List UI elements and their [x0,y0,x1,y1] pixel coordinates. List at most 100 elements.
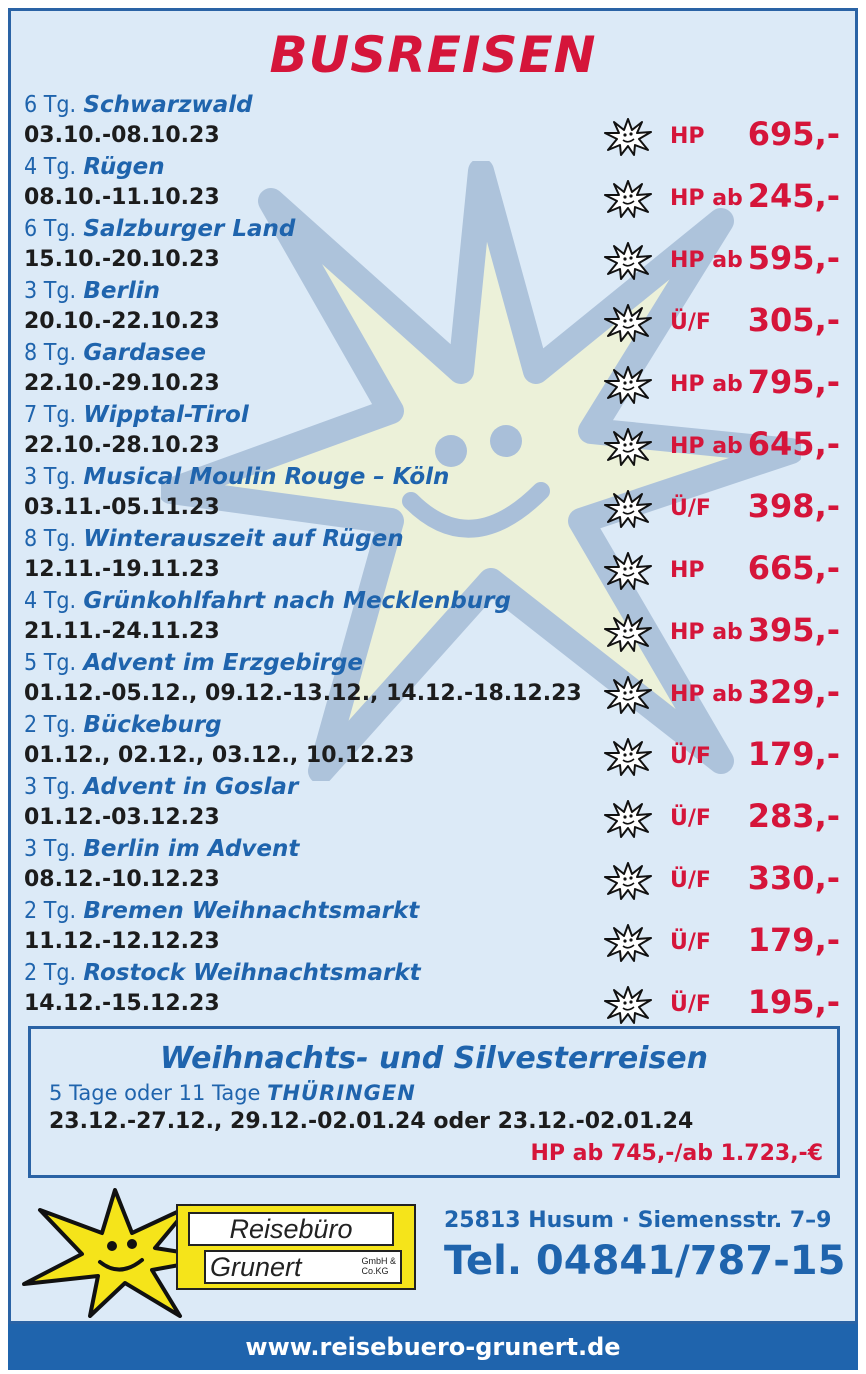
logo-legal-line1: GmbH & [361,1256,396,1266]
star-icon [604,180,652,218]
company-phone: Tel. 04841/787-15 [444,1238,846,1284]
star-icon [604,366,652,404]
trip-duration: 3 Tg. [24,774,77,800]
logo-legal-form: GmbH & Co.KG [361,1256,396,1276]
trip-row: 8 Tg. Gardasee 22.10.-29.10.23 HP ab 795,- [24,338,844,404]
trip-duration: 8 Tg. [24,340,77,366]
trip-row: 8 Tg. Winterauszeit auf Rügen 12.11.-19.1… [24,524,844,590]
trip-heading: 6 Tg. Schwarzwald [24,90,253,120]
trip-heading: 8 Tg. Gardasee [24,338,206,368]
trip-duration: 8 Tg. [24,526,77,552]
trip-duration: 3 Tg. [24,836,77,862]
trip-dates: 01.12.-05.12., 09.12.-13.12., 14.12.-18.… [24,681,582,706]
trip-heading: 2 Tg. Bückeburg [24,710,222,740]
star-icon [604,738,652,776]
trip-board-type: Ü/F [670,806,711,831]
star-icon [604,676,652,714]
trip-price: 795,- [747,363,840,401]
trip-dates: 21.11.-24.11.23 [24,619,220,644]
trip-price: 695,- [747,115,840,153]
trip-board-type: HP ab [670,248,743,273]
trip-board-type: Ü/F [670,310,711,335]
page-title: BUSREISEN [269,26,597,84]
website-link[interactable]: www.reisebuero-grunert.de [245,1333,621,1361]
trip-row: 3 Tg. Berlin im Advent 08.12.-10.12.23 Ü/F… [24,834,844,900]
trip-dates: 01.12.-03.12.23 [24,805,220,830]
trip-heading: 5 Tg. Advent im Erzgebirge [24,648,363,678]
trip-destination: Berlin im Advent [83,836,300,862]
trip-duration: 6 Tg. [24,92,77,118]
trip-row: 3 Tg. Musical Moulin Rouge – Köln 03.11.-… [24,462,844,528]
logo-company-name: Grunert [210,1252,302,1282]
trip-duration: 3 Tg. [24,278,77,304]
christmas-offer-price: HP ab 745,-/ab 1.723,-€ [530,1141,823,1166]
trip-board-type: HP ab [670,186,743,211]
logo-line-reisebuero: Reisebüro [188,1212,394,1246]
company-logo: Reisebüro Grunert GmbH & Co.KG [176,1204,416,1290]
trip-board-type: HP ab [670,682,743,707]
star-icon [604,924,652,962]
trip-heading: 2 Tg. Bremen Weihnachtsmarkt [24,896,419,926]
footer-bar: www.reisebuero-grunert.de [8,1324,858,1370]
trip-duration: 2 Tg. [24,960,77,986]
trip-board-type: HP [670,124,705,149]
trip-destination: Schwarzwald [83,92,253,118]
trip-list: 6 Tg. Schwarzwald 03.10.-08.10.23 HP 695,- 4… [24,90,844,1024]
trip-dates: 11.12.-12.12.23 [24,929,220,954]
trip-price: 195,- [747,983,840,1021]
trip-dates: 03.10.-08.10.23 [24,123,220,148]
trip-row: 3 Tg. Advent in Goslar 01.12.-03.12.23 Ü/F… [24,772,844,838]
trip-dates: 01.12., 02.12., 03.12., 10.12.23 [24,743,415,768]
trip-price: 245,- [747,177,840,215]
christmas-offer-dates: 23.12.-27.12., 29.12.-02.01.24 oder 23.1… [49,1109,694,1134]
trip-destination: Grünkohlfahrt nach Mecklenburg [83,588,511,614]
trip-heading: 7 Tg. Wipptal-Tirol [24,400,249,430]
trip-heading: 6 Tg. Salzburger Land [24,214,295,244]
star-icon [604,304,652,342]
star-icon [604,242,652,280]
trip-destination: Rügen [83,154,165,180]
trip-board-type: HP [670,558,705,583]
trip-price: 395,- [747,611,840,649]
trip-dates: 20.10.-22.10.23 [24,309,220,334]
trip-duration: 2 Tg. [24,712,77,738]
star-icon [604,428,652,466]
trip-board-type: Ü/F [670,992,711,1017]
trip-destination: Bremen Weihnachtsmarkt [83,898,420,924]
trip-duration: 5 Tg. [24,650,77,676]
trip-price: 179,- [747,921,840,959]
star-icon [604,552,652,590]
trip-destination: Berlin [83,278,161,304]
star-icon [604,614,652,652]
trip-row: 5 Tg. Advent im Erzgebirge 01.12.-05.12.,… [24,648,844,714]
trip-row: 4 Tg. Rügen 08.10.-11.10.23 HP ab 245,- [24,152,844,218]
trip-board-type: Ü/F [670,496,711,521]
trip-board-type: Ü/F [670,930,711,955]
trip-board-type: HP ab [670,434,743,459]
trip-board-type: HP ab [670,372,743,397]
trip-board-type: HP ab [670,620,743,645]
trip-price: 283,- [747,797,840,835]
christmas-offer-title: Weihnachts- und Silvesterreisen [159,1041,709,1076]
trip-price: 595,- [747,239,840,277]
trip-price: 645,- [747,425,840,463]
trip-destination: Wipptal-Tirol [83,402,249,428]
trip-board-type: Ü/F [670,868,711,893]
trip-heading: 4 Tg. Grünkohlfahrt nach Mecklenburg [24,586,511,616]
trip-destination: Rostock Weihnachtsmarkt [83,960,421,986]
trip-heading: 4 Tg. Rügen [24,152,165,182]
trip-dates: 08.12.-10.12.23 [24,867,220,892]
trip-duration: 3 Tg. [24,464,77,490]
trip-dates: 22.10.-28.10.23 [24,433,220,458]
trip-dates: 14.12.-15.12.23 [24,991,220,1016]
trip-row: 2 Tg. Rostock Weihnachtsmarkt 14.12.-15.1… [24,958,844,1024]
trip-duration: 4 Tg. [24,588,77,614]
trip-price: 665,- [747,549,840,587]
christmas-offer-box: Weihnachts- und Silvesterreisen 5 Tage o… [28,1026,840,1178]
trip-row: 2 Tg. Bremen Weihnachtsmarkt 11.12.-12.12… [24,896,844,962]
trip-heading: 3 Tg. Advent in Goslar [24,772,298,802]
trip-heading: 2 Tg. Rostock Weihnachtsmarkt [24,958,421,988]
trip-price: 179,- [747,735,840,773]
trip-destination: Bückeburg [83,712,222,738]
trip-destination: Winterauszeit auf Rügen [83,526,404,552]
